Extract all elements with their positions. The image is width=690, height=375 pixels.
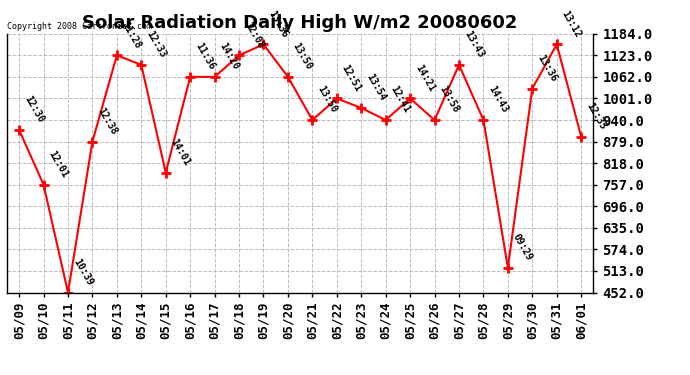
Text: 12:01: 12:01: [46, 149, 70, 179]
Text: 14:43: 14:43: [486, 84, 510, 115]
Text: 12:35: 12:35: [584, 101, 607, 131]
Text: 14:01: 14:01: [168, 137, 192, 167]
Text: 09:29: 09:29: [511, 232, 534, 262]
Text: 10:39: 10:39: [71, 257, 95, 287]
Text: 13:12: 13:12: [560, 9, 583, 39]
Text: 13:36: 13:36: [266, 9, 290, 39]
Title: Solar Radiation Daily High W/m2 20080602: Solar Radiation Daily High W/m2 20080602: [83, 14, 518, 32]
Text: 11:36: 11:36: [193, 41, 217, 72]
Text: 13:50: 13:50: [291, 41, 314, 72]
Text: 12:41: 12:41: [388, 84, 412, 115]
Text: 13:54: 13:54: [364, 72, 388, 103]
Text: 14:20: 14:20: [217, 41, 241, 72]
Text: 13:50: 13:50: [315, 84, 339, 115]
Text: 14:21: 14:21: [413, 63, 436, 93]
Text: 13:58: 13:58: [437, 84, 461, 115]
Text: 13:43: 13:43: [462, 29, 485, 60]
Text: 12:51: 12:51: [339, 63, 363, 93]
Text: 13:36: 13:36: [535, 53, 559, 83]
Text: 12:38: 12:38: [95, 106, 119, 136]
Text: 12:33: 12:33: [144, 29, 168, 60]
Text: 12:08: 12:08: [242, 20, 266, 50]
Text: 11:28: 11:28: [120, 20, 143, 50]
Text: Copyright 2008 Cartronics.com: Copyright 2008 Cartronics.com: [7, 22, 152, 31]
Text: 12:30: 12:30: [22, 94, 46, 124]
